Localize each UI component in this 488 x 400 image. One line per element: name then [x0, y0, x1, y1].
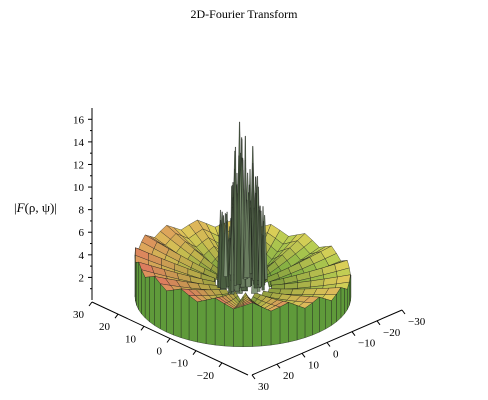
surface-rim: [141, 269, 146, 319]
surface-rim: [138, 262, 142, 315]
surface-rim: [312, 296, 320, 336]
surface-rim: [154, 275, 161, 330]
surface-rim: [270, 306, 281, 346]
z-tick-label: 10: [73, 182, 85, 194]
surface-rim: [214, 297, 225, 347]
y-tick-label: 30: [258, 381, 270, 393]
z-tick-label: 12: [73, 159, 84, 171]
surface-rim: [173, 288, 182, 338]
z-tick-label: 14: [73, 137, 85, 149]
surface-rim: [135, 262, 137, 306]
z-label-func: F: [16, 200, 25, 215]
x-tick-mark: [192, 350, 197, 355]
surface-rim: [160, 283, 167, 333]
peak-spike: [236, 155, 242, 285]
x-tick-label: 20: [99, 321, 111, 333]
surface-rim: [288, 302, 298, 343]
peak-spike: [233, 146, 237, 286]
z-tick-label: 16: [73, 114, 85, 126]
surface-rim: [188, 295, 198, 343]
surface-rim: [136, 261, 139, 310]
surface-rim: [319, 296, 326, 333]
z-label-args: (ρ, ψ): [24, 200, 55, 215]
peak-spike: [261, 235, 265, 291]
x-tick-mark: [166, 338, 171, 343]
y-tick-label: −20: [383, 327, 401, 339]
z-tick-label: 8: [79, 205, 85, 217]
y-tick-mark: [401, 309, 406, 315]
chart-title: 2D-Fourier Transform: [190, 7, 298, 21]
peak-spike: [248, 207, 253, 274]
y-tick-mark: [276, 363, 281, 369]
peak-spike: [253, 192, 258, 289]
surface-rim: [205, 297, 216, 346]
y-tick-mark: [251, 374, 256, 380]
surface-rim: [296, 305, 306, 341]
surface-rim: [224, 303, 234, 347]
surface-rim: [144, 276, 150, 323]
y-tick-label: −10: [358, 338, 376, 350]
surface-rim: [149, 276, 155, 326]
x-tick-mark: [140, 326, 145, 331]
surface-rim: [261, 306, 272, 347]
z-tick-label: 6: [79, 227, 85, 239]
peak-spike: [243, 199, 250, 278]
z-label-bar-right: |: [54, 200, 57, 215]
z-tick-label: 4: [79, 250, 85, 262]
surface-rim: [279, 302, 289, 344]
y-tick-label: 0: [333, 349, 339, 361]
y-tick-label: 10: [308, 359, 320, 371]
z-tick-label: 2: [79, 272, 85, 284]
z-axis-label: |F(ρ, ψ)|: [14, 200, 57, 216]
peak-spike: [258, 205, 262, 288]
z-label-bar-left: |: [14, 200, 17, 215]
y-tick-label: 20: [283, 370, 295, 382]
x-tick-label: −20: [197, 370, 215, 382]
x-tick-label: 30: [73, 309, 85, 321]
x-tick-mark: [218, 362, 223, 368]
surface-rim: [242, 302, 253, 347]
x-tick-mark: [114, 313, 119, 319]
x-tick-label: 0: [157, 346, 163, 358]
surface-rim: [166, 289, 174, 336]
surface-rim: [180, 288, 190, 341]
z-ticks: 2 4 6 8 10 12 14 16: [73, 114, 92, 290]
y-ticks: 30 20 10 0 −10 −20 −30: [251, 309, 426, 393]
y-tick-label: −30: [408, 316, 426, 328]
surface-rim: [304, 302, 313, 338]
surface-rim: [344, 288, 348, 315]
surface-rim: [340, 287, 345, 319]
y-tick-mark: [376, 320, 381, 326]
y-tick-mark: [326, 342, 331, 347]
peak-spike: [230, 206, 234, 292]
central-peak: [216, 121, 268, 295]
peak-spike: [223, 225, 228, 277]
surface-rim: [252, 302, 262, 347]
y-tick-mark: [351, 331, 356, 336]
x-ticks: 30 20 10 0 −10 −20: [73, 301, 223, 382]
surface-rim: [325, 298, 332, 330]
x-tick-mark: [88, 301, 93, 307]
y-tick-mark: [301, 353, 306, 358]
surface-rim: [197, 299, 207, 344]
x-tick-label: 10: [125, 333, 137, 345]
surface-rim: [233, 305, 244, 347]
x-tick-label: −10: [171, 358, 189, 370]
